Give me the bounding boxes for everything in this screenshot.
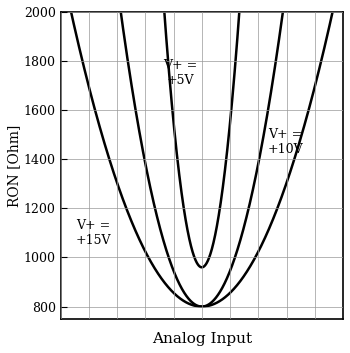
Text: V+ =
+10V: V+ = +10V — [267, 128, 303, 156]
Y-axis label: RON [Ohm]: RON [Ohm] — [7, 124, 21, 207]
X-axis label: Analog Input: Analog Input — [152, 332, 252, 346]
Text: V+ =
+15V: V+ = +15V — [75, 219, 111, 247]
Text: V+ =
+5V: V+ = +5V — [163, 59, 198, 87]
